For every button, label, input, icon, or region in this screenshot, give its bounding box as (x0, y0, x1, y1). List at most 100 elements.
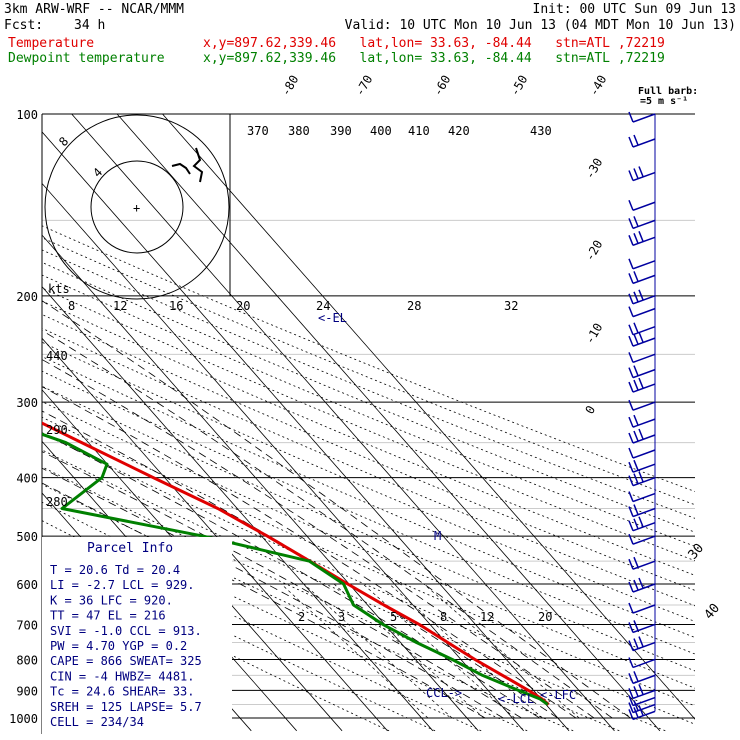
wind-barb-shaft (632, 113, 656, 123)
wind-barb-flag (628, 258, 634, 270)
isotherm-line (71, 114, 615, 732)
wind-barb-flag (628, 306, 634, 317)
wind-barb-flag (633, 459, 639, 471)
dry-adiabat (42, 416, 695, 707)
wind-barb-flag (628, 640, 634, 651)
parcel-info-row: K = 36 LFC = 920. (50, 593, 173, 607)
wind-barb-flag (628, 461, 634, 473)
mixing-ratio-label: 3 (338, 610, 345, 624)
hodograph-units-label: kts (48, 282, 70, 296)
wind-barb-flag (638, 166, 644, 177)
hodograph-origin: + (133, 201, 140, 215)
wind-barb-shaft (632, 463, 656, 473)
isotherm-label: -40 (586, 73, 609, 99)
wind-barb (628, 700, 656, 714)
hodograph-speed-label: 8 (68, 299, 75, 313)
wind-barb-flag (633, 620, 639, 631)
wind-barb-shaft (632, 703, 656, 714)
barb-key-title: Full barb: (638, 86, 698, 97)
wind-barb (628, 271, 656, 285)
wind-barb-shaft (632, 307, 656, 318)
theta-label: 380 (288, 124, 310, 138)
wind-barb (628, 199, 656, 211)
pressure-tick-label: 700 (16, 618, 38, 632)
wind-barb (628, 516, 656, 532)
wind-barb (628, 365, 656, 379)
wind-barb-flag (633, 556, 639, 568)
wind-barb-shaft (632, 507, 656, 518)
isotherm-line (42, 131, 570, 732)
wind-barb-shaft (632, 604, 656, 614)
dry-adiabat (42, 501, 528, 732)
dewpoint-profile (42, 432, 549, 706)
parcel-info-row: CIN = -4 HWBZ= 4481. (50, 669, 195, 683)
wind-barb-flag (638, 289, 644, 301)
wind-barb-flag (628, 111, 634, 123)
isotherm-label: -80 (278, 73, 301, 99)
wind-barb-shaft (632, 449, 656, 459)
wind-barb-shaft (632, 274, 656, 285)
wind-barb-shaft (632, 560, 656, 570)
pressure-tick-label: 200 (16, 290, 38, 304)
wind-barb-flag (628, 581, 634, 593)
wind-barb-flag (628, 235, 634, 246)
wind-barb-flag (633, 291, 639, 303)
wind-barb-shaft (632, 383, 656, 393)
wind-barb-flag (633, 414, 639, 426)
mixing-ratio-label: 8 (440, 610, 447, 624)
wind-barb-flag (633, 134, 639, 146)
theta-label: 420 (448, 124, 470, 138)
wind-barb (628, 620, 656, 634)
temperature-legend: Temperature (8, 36, 95, 51)
wind-barb (628, 428, 656, 444)
wind-barb (628, 695, 656, 707)
hodograph-speed-label: 32 (504, 299, 518, 313)
hodograph-ring-label: 4 (90, 165, 105, 180)
dry-adiabat (42, 466, 620, 732)
wind-barb-flag (628, 506, 634, 517)
fcst-label: Fcst: (4, 18, 44, 33)
wind-barb-flag (633, 700, 639, 711)
wind-barb (628, 504, 656, 518)
wind-barb-flag (633, 365, 639, 376)
wind-barb-flag (628, 218, 634, 229)
isotherm-line (42, 337, 388, 732)
mixing-ratio-label: 2 (298, 610, 305, 624)
hodograph-speed-label: 16 (169, 299, 183, 313)
wind-barb (628, 471, 656, 487)
wind-barb-shaft (632, 434, 656, 444)
isotherm-line (42, 286, 434, 732)
wind-barb-shaft (632, 476, 656, 487)
wind-barb-flag (628, 491, 634, 502)
wind-barb (628, 352, 656, 364)
wind-barb (628, 134, 656, 148)
wind-barb (628, 216, 656, 230)
hodograph-ring-label: 8 (56, 134, 71, 149)
wind-barb-flag (633, 233, 639, 244)
init-time: Init: 00 UTC Sun 09 Jun 13 (532, 2, 737, 17)
wind-barb-shaft (632, 219, 656, 230)
wind-barb (628, 705, 656, 721)
wind-barb (628, 331, 656, 347)
wind-barb-flag (628, 352, 634, 363)
wind-barb-flag (628, 432, 634, 444)
wind-barb-flag (628, 293, 634, 305)
mixing-ratio-line (303, 583, 453, 719)
wind-barb-shaft (632, 326, 656, 336)
theta-label: 370 (247, 124, 269, 138)
moist-adiabat (42, 432, 540, 719)
parcel-info-row: SVI = -1.0 CCL = 913. (50, 624, 202, 638)
isotherm-label: -50 (507, 73, 530, 99)
isotherm-label: -30 (582, 156, 605, 182)
hodograph-speed-label: 28 (407, 299, 421, 313)
wind-barb-shaft (632, 689, 656, 700)
dry-adiabat (42, 370, 695, 655)
wind-barb-flag (633, 504, 639, 515)
wind-barb-flag (638, 428, 644, 440)
parcel-info-title: Parcel Info (87, 541, 173, 556)
wind-barb-shaft (632, 353, 656, 364)
wind-barb-shaft (632, 674, 656, 685)
wind-barb-flag (628, 602, 634, 614)
theta-label: 440 (46, 349, 68, 363)
wind-barb-flag (628, 688, 634, 699)
